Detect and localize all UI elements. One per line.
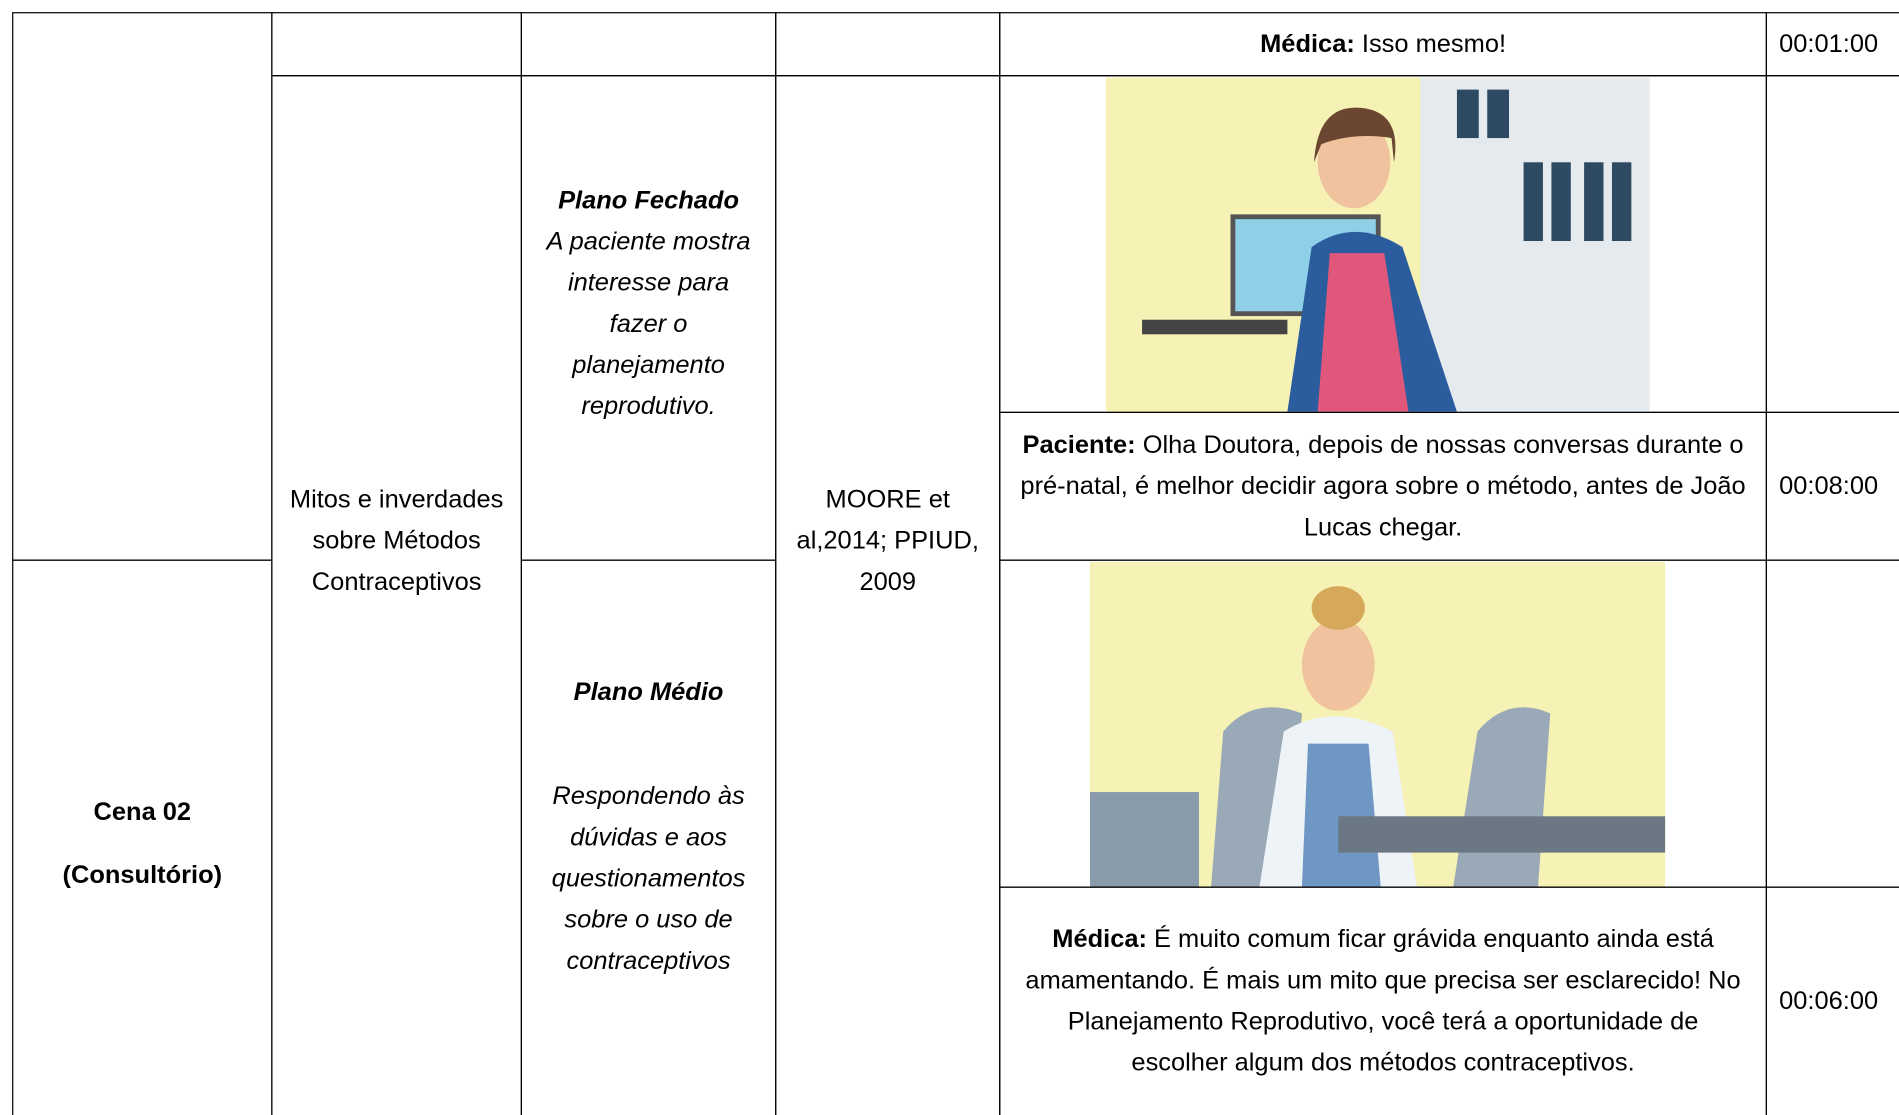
illustration-shape bbox=[1089, 792, 1199, 887]
empty-cell bbox=[1765, 75, 1899, 413]
dialogue-cell: Paciente: Olha Doutora, depois de nossas… bbox=[999, 411, 1767, 561]
illustration-shape bbox=[1311, 586, 1365, 630]
scene-illustration bbox=[1089, 561, 1666, 887]
illustration-shape bbox=[1420, 77, 1650, 412]
time: 00:01:00 bbox=[1779, 29, 1879, 58]
dialogue: Médica: É muito comum ficar grávida enqu… bbox=[1017, 919, 1749, 1084]
empty-cell bbox=[12, 12, 273, 561]
empty-cell bbox=[520, 12, 777, 77]
scene-subtitle: (Consultório) bbox=[62, 861, 223, 889]
line: É muito comum ficar grávida enquanto ain… bbox=[1025, 925, 1741, 1077]
shot-cell: Plano Fechado A paciente mostra interess… bbox=[520, 75, 777, 561]
scene-title: Cena 02 bbox=[93, 798, 192, 826]
illustration-shape bbox=[1338, 816, 1666, 853]
illustration-shape bbox=[1456, 89, 1632, 242]
references-cell: MOORE et al,2014; PPIUD, 2009 bbox=[775, 75, 1001, 1115]
speaker: Paciente: bbox=[1022, 430, 1136, 459]
shot-title: Plano Médio bbox=[573, 678, 724, 707]
time-cell: 00:06:00 bbox=[1765, 886, 1899, 1115]
illustration-shape bbox=[1551, 162, 1571, 242]
dialogue-cell: Médica: É muito comum ficar grávida enqu… bbox=[999, 886, 1767, 1115]
illustration-shape bbox=[1487, 89, 1510, 139]
illustration-shape bbox=[1142, 319, 1288, 335]
illustration-shape bbox=[1301, 743, 1381, 887]
references: MOORE et al,2014; PPIUD, 2009 bbox=[796, 485, 979, 596]
topic-cell: Mitos e inverdades sobre Métodos Contrac… bbox=[271, 75, 522, 1115]
dialogue-cell: Médica: Isso mesmo! bbox=[999, 12, 1767, 77]
shot-description: A paciente mostra interesse para fazer o… bbox=[546, 227, 751, 421]
shot-cell: Plano Médio Respondendo às dúvidas e aos… bbox=[520, 559, 777, 1115]
illustration-shape bbox=[1456, 89, 1479, 139]
illustration-shape bbox=[1314, 107, 1396, 163]
time: 00:06:00 bbox=[1779, 987, 1879, 1015]
illustration-shape bbox=[1317, 253, 1409, 412]
speaker: Médica: bbox=[1260, 29, 1355, 58]
dialogue: Paciente: Olha Doutora, depois de nossas… bbox=[1017, 424, 1749, 548]
time-cell: 00:01:00 bbox=[1765, 12, 1899, 77]
shot-description: Respondendo às dúvidas e aos questioname… bbox=[551, 782, 746, 975]
illustration-shape bbox=[1584, 162, 1604, 242]
scene-illustration bbox=[1105, 77, 1650, 412]
speaker: Médica: bbox=[1052, 925, 1147, 954]
topic: Mitos e inverdades sobre Métodos Contrac… bbox=[289, 485, 504, 596]
line: Olha Doutora, depois de nossas conversas… bbox=[1020, 430, 1746, 541]
time: 00:08:00 bbox=[1779, 471, 1879, 500]
line: Isso mesmo! bbox=[1361, 29, 1507, 58]
time-cell: 00:08:00 bbox=[1765, 411, 1899, 561]
dialogue: Médica: Isso mesmo! bbox=[1260, 24, 1506, 65]
illustration-shape bbox=[1301, 618, 1375, 711]
empty-cell bbox=[1765, 559, 1899, 888]
empty-cell bbox=[271, 12, 522, 77]
shot-title: Plano Fechado bbox=[558, 186, 739, 215]
empty-cell bbox=[775, 12, 1001, 77]
illustration-shape bbox=[1523, 162, 1543, 242]
scene-cell: Cena 02 (Consultório) bbox=[12, 559, 273, 1115]
illustration-shape bbox=[1611, 162, 1632, 242]
